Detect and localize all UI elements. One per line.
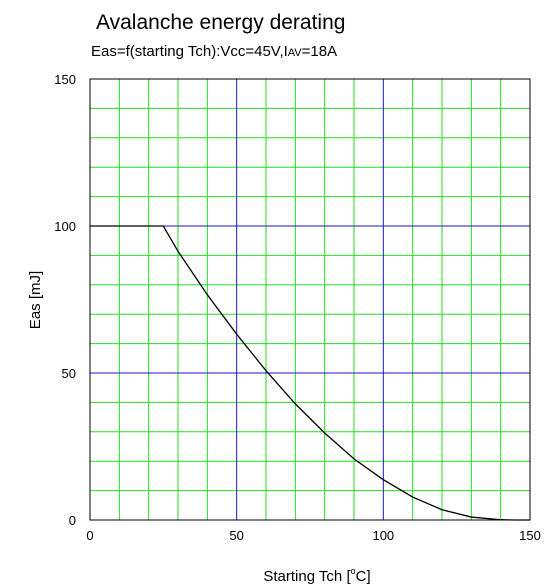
x-axis-label-prefix: Starting Tch [: [263, 568, 351, 585]
x-axis-label-suffix: C]: [356, 568, 371, 585]
x-tick-label: 50: [229, 528, 243, 543]
subtitle-suffix: =18A: [302, 43, 337, 60]
y-tick-label: 150: [54, 72, 76, 87]
y-tick-label: 0: [69, 513, 76, 528]
chart-subtitle: Eas=f(starting Tch):Vcc=45V,IAV=18A: [91, 43, 337, 60]
x-tick-label: 0: [86, 528, 93, 543]
major-grid: [90, 79, 530, 520]
x-tick-label: 100: [372, 528, 394, 543]
minor-grid: [90, 79, 530, 520]
x-axis-label: Starting Tch [oC]: [263, 566, 370, 585]
tick-labels: 0 50 100 150 0 50 100 150: [54, 72, 541, 543]
subtitle-prefix: Eas=f(starting Tch):Vcc=45V,I: [91, 43, 288, 60]
y-tick-label: 100: [54, 219, 76, 234]
y-tick-label: 50: [62, 366, 76, 381]
y-axis-label: Eas [mJ]: [27, 271, 44, 329]
x-axis-label-degree: o: [351, 566, 356, 576]
chart-title: Avalanche energy derating: [96, 11, 345, 34]
x-tick-label: 150: [519, 528, 541, 543]
series-line: [90, 225, 530, 521]
plot-frame: [89, 78, 531, 521]
subtitle-subscript: AV: [288, 47, 303, 59]
